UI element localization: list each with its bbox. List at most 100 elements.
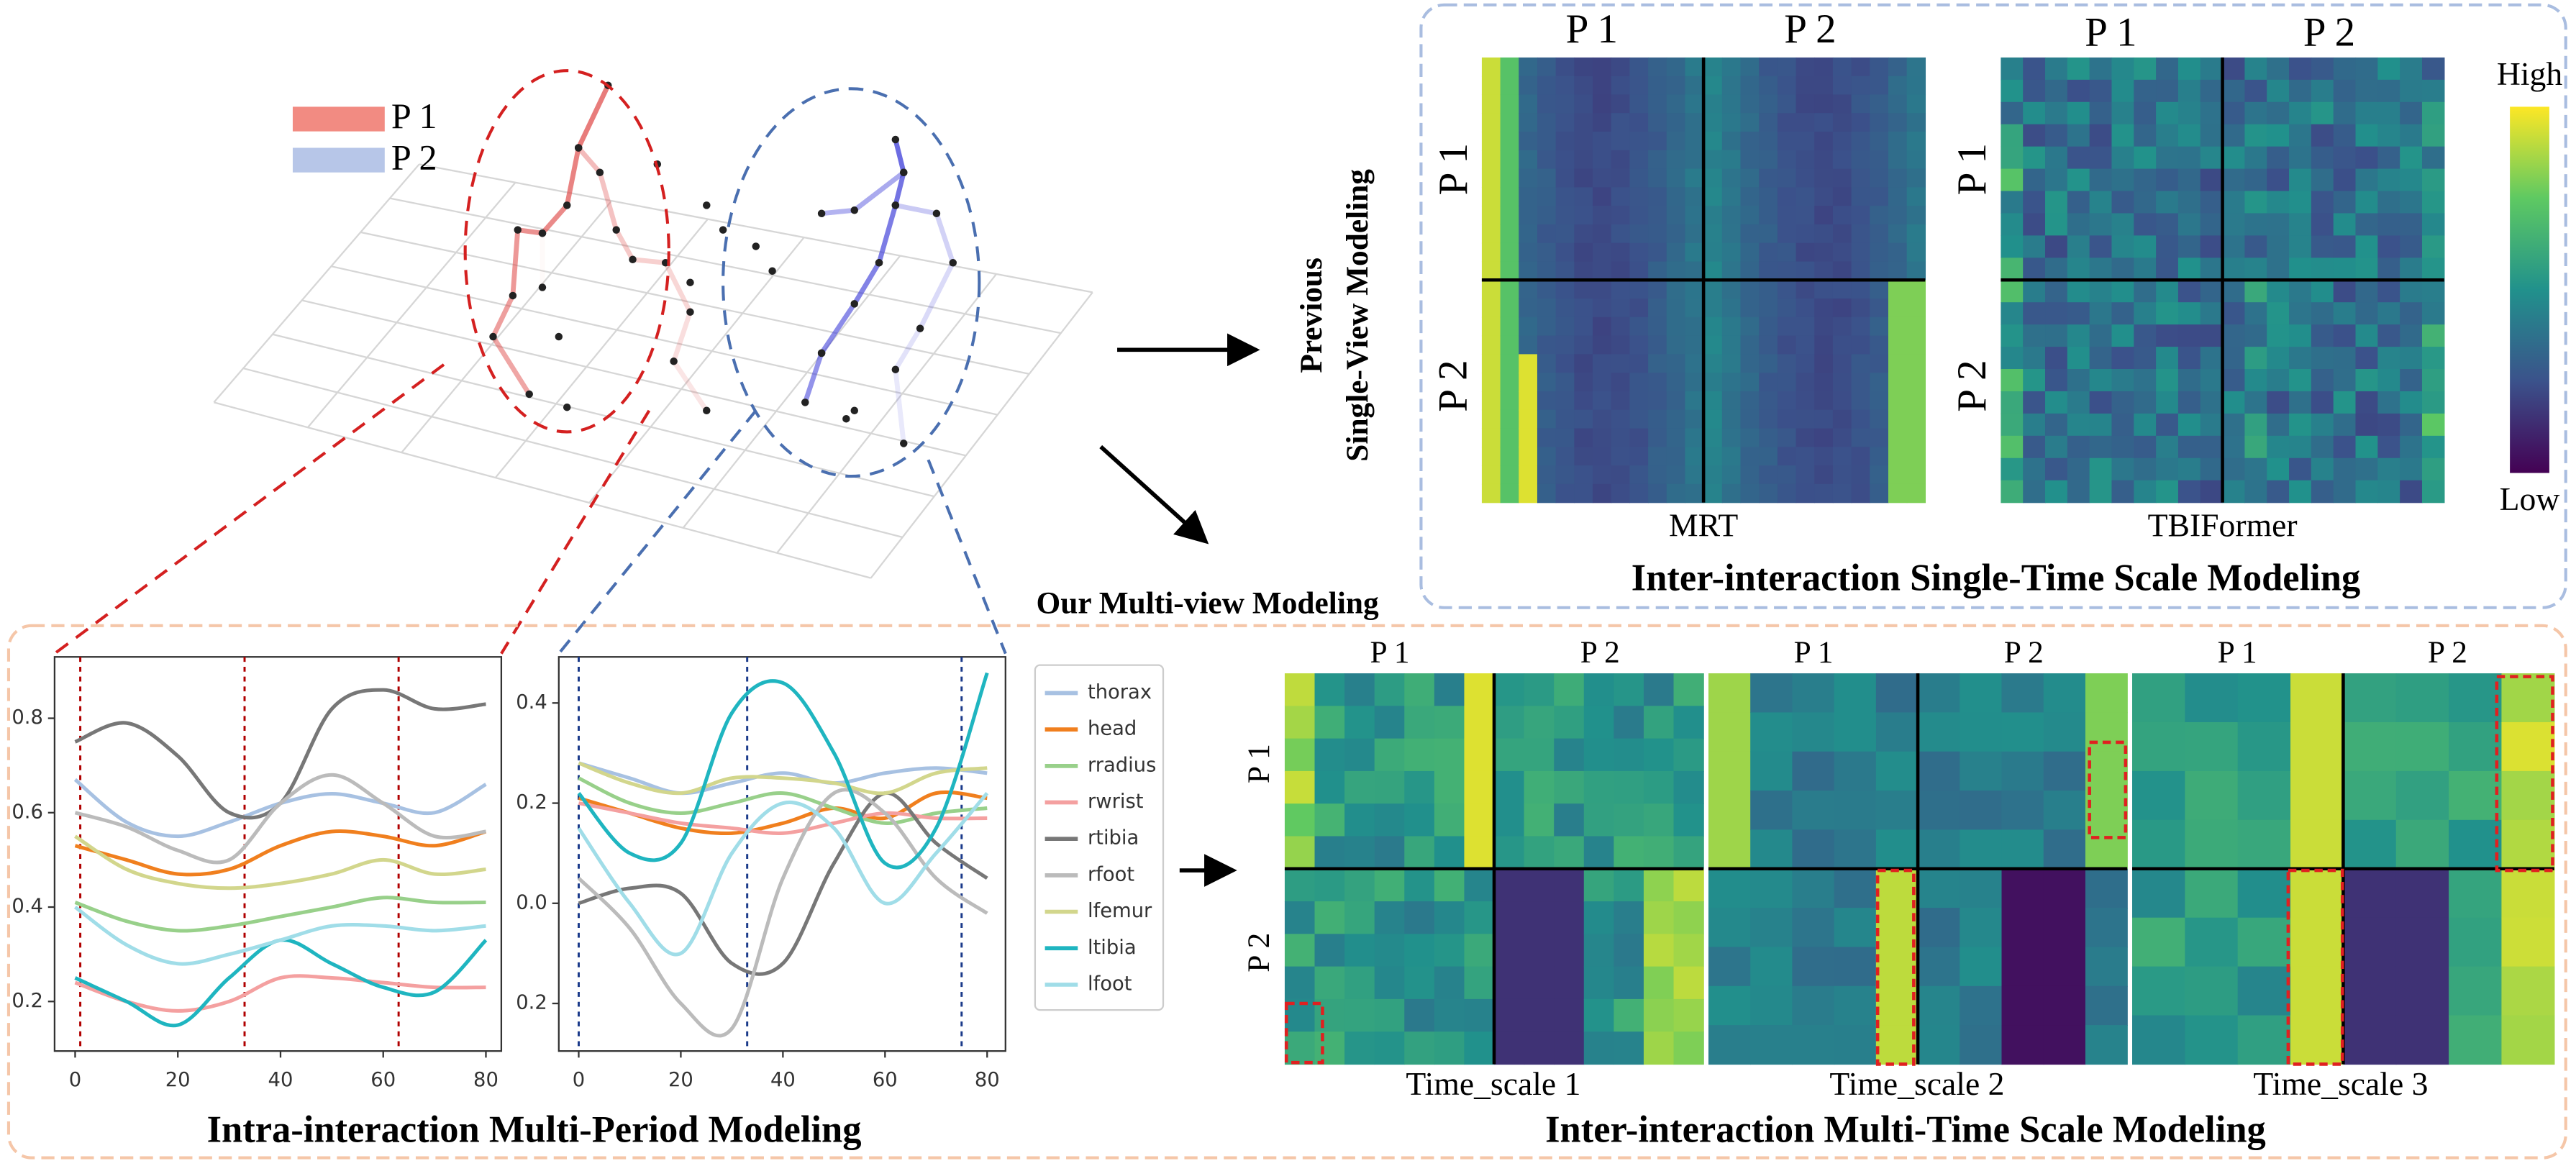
heatmap-cell <box>1555 409 1575 429</box>
heatmap-cell <box>2067 435 2090 459</box>
plot-area <box>557 656 1006 1052</box>
heatmap-cell <box>1404 673 1435 707</box>
heatmap-cell <box>1759 261 1778 281</box>
heatmap-cell <box>2089 457 2113 481</box>
heatmap-cell <box>2089 435 2113 459</box>
heatmap-cell <box>2377 213 2400 237</box>
heatmap-cell <box>1851 316 1870 337</box>
heatmap-cell <box>2177 369 2201 392</box>
heatmap-cell <box>2043 673 2086 714</box>
heatmap-cell <box>2311 79 2334 103</box>
joint <box>703 201 711 209</box>
heatmap-cell <box>2132 868 2186 919</box>
heatmap-cell <box>1832 335 1852 355</box>
heatmap-cell <box>2043 829 2086 870</box>
heatmap-cell <box>1574 168 1593 188</box>
heatmap-cell <box>1629 354 1649 373</box>
heatmap-cell <box>1740 76 1760 96</box>
heatmap-cell <box>2067 124 2090 147</box>
y-tick-label: 0.2 <box>516 791 547 814</box>
heatmap-cell <box>1708 673 1751 714</box>
heatmap-cell <box>2089 391 2113 414</box>
heatmap-cell <box>1519 316 1538 337</box>
heatmap-cell <box>1611 280 1631 299</box>
heatmap-cell <box>2023 168 2046 192</box>
heatmap-cell <box>1888 206 1908 225</box>
heatmap-cell <box>1777 76 1797 96</box>
panel-title: Inter-interaction Single-Time Scale Mode… <box>1631 557 2360 598</box>
colorbar <box>2510 106 2549 473</box>
heatmap-cell <box>1906 150 1926 170</box>
heatmap-cell <box>1759 132 1778 151</box>
legend-box <box>1034 664 1165 1011</box>
heatmap-cell <box>1721 206 1742 225</box>
heatmap-cell <box>1685 373 1704 392</box>
heatmap-cell <box>1814 428 1834 447</box>
heatmap-cell <box>1614 673 1644 707</box>
heatmap-cell <box>1500 447 1519 466</box>
joint <box>916 324 924 332</box>
heatmap-cell <box>2290 673 2344 723</box>
heatmap-cell <box>2355 235 2379 259</box>
heatmap-cell <box>1703 428 1723 447</box>
heatmap-cell <box>1614 934 1644 967</box>
heatmap-cell <box>2001 947 2044 987</box>
heatmap-cell <box>2043 908 2086 948</box>
heatmap-cell <box>2111 324 2134 347</box>
heatmap-cell <box>2501 966 2555 1016</box>
heatmap-cell <box>1643 1031 1675 1065</box>
heatmap-cell <box>1314 738 1345 772</box>
heatmap-cell <box>1500 373 1519 392</box>
heatmap-cell <box>1574 261 1593 281</box>
bone <box>893 171 906 206</box>
heatmap-cell <box>1500 150 1519 170</box>
heatmap-cell <box>1721 57 1742 77</box>
heatmap-cell <box>1832 447 1852 466</box>
heatmap-cell <box>1814 409 1834 429</box>
heatmap-cell <box>1832 206 1852 225</box>
heatmap-cell <box>1777 316 1797 337</box>
heatmap-cell <box>2311 235 2334 259</box>
heatmap-cell <box>2043 868 2086 908</box>
heatmap-cell <box>2089 280 2113 303</box>
heatmap-cell <box>1611 316 1631 337</box>
heatmap-cell <box>1960 985 2003 1026</box>
series-line <box>74 829 487 877</box>
joint <box>900 168 908 176</box>
heatmap-cell <box>1832 187 1852 206</box>
heatmap-cell <box>1648 242 1667 263</box>
heatmap-cell <box>1796 483 1815 504</box>
heatmap-cell <box>2244 413 2267 437</box>
heatmap-cell <box>2311 369 2334 392</box>
heatmap-cell <box>2289 191 2312 214</box>
heatmap-cell <box>1500 94 1519 114</box>
heatmap-cell <box>1519 483 1538 504</box>
heatmap-cell <box>2085 791 2128 831</box>
bone <box>671 311 693 363</box>
y-tick-label: 0.2 <box>12 990 43 1012</box>
heatmap-cell <box>1960 1025 2003 1065</box>
heatmap-cell <box>2421 369 2445 392</box>
heatmap-cell <box>2333 168 2357 192</box>
heatmap-cell <box>2177 480 2201 504</box>
heatmap-cell <box>2421 235 2445 259</box>
heatmap-cell <box>1906 76 1926 96</box>
heatmap-cell <box>1834 751 1877 791</box>
heatmap-cell <box>2421 324 2445 347</box>
heatmap-cell <box>1814 316 1834 337</box>
joint <box>932 209 941 218</box>
heatmap-cell <box>1832 391 1852 411</box>
heatmap-cell <box>1481 354 1501 373</box>
heatmap-cell <box>1574 428 1593 447</box>
heatmap-cell <box>2267 146 2290 170</box>
heatmap-cell <box>2001 435 2024 459</box>
heatmap-cell <box>1703 261 1723 281</box>
heatmap-cell <box>2237 917 2291 967</box>
heatmap-cell <box>1888 261 1908 281</box>
heatmap-cell <box>2222 191 2246 214</box>
bone <box>723 230 756 247</box>
heatmap-cell <box>2023 391 2046 414</box>
legend-label: lfoot <box>1088 973 1132 995</box>
heatmap-cell <box>1643 738 1675 772</box>
heatmap-cell <box>1648 280 1667 299</box>
